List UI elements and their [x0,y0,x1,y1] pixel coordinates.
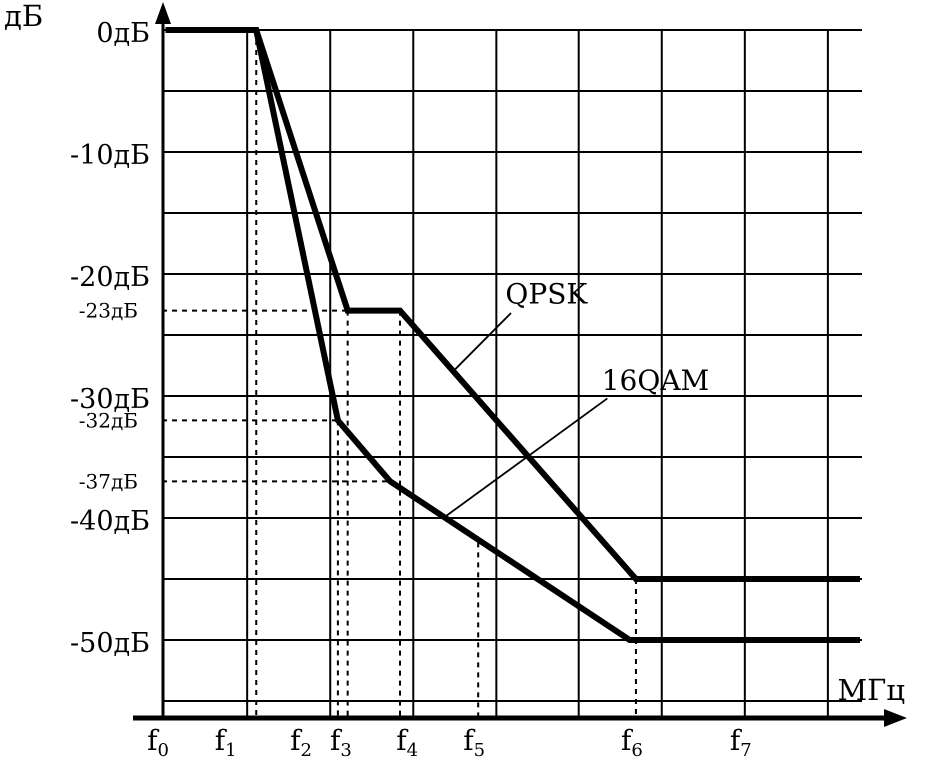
x-tick-label: f4 [396,724,418,760]
x-tick-label: f1 [215,724,237,760]
y-axis-arrow-icon [155,2,171,24]
leader-line [451,312,512,374]
y-tick-label: -50дБ [70,628,150,659]
series-label: QPSK [505,277,588,310]
x-axis-arrow-icon [884,709,907,727]
y-tick-label: -30дБ [70,384,150,415]
y-tick-label-minor: -23дБ [79,299,138,323]
series-label: 16QAM [602,364,709,397]
x-unit-label: МГц [837,673,905,707]
x-tick-label: f6 [621,724,643,760]
y-tick-label-minor: -37дБ [79,469,138,493]
y-tick-label: -20дБ [70,262,150,293]
x-tick-label: f7 [730,724,752,760]
y-tick-label: -10дБ [70,140,150,171]
leader-line [442,397,608,519]
y-tick-label: -40дБ [70,506,150,537]
x-tick-label: f5 [463,724,485,760]
y-tick-label: 0дБ [96,18,150,49]
y-tick-label-minor: -32дБ [79,408,138,432]
x-tick-label: f0 [147,724,169,760]
series-16qam-line [165,27,860,643]
y-unit-label: дБ [4,0,43,33]
x-tick-label: f2 [290,724,312,760]
x-tick-label: f3 [330,724,352,760]
